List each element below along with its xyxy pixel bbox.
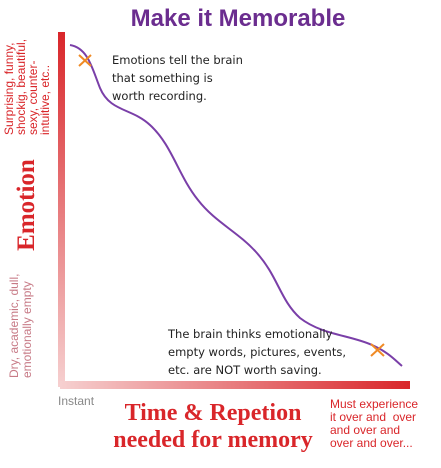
memory-curve	[69, 44, 403, 367]
annotation-line: Emotions tell the brain	[112, 53, 243, 67]
note-line: intuitive, etc..	[38, 65, 52, 135]
x-low-note: Instant	[58, 394, 95, 408]
annotation-line: worth recording.	[112, 89, 207, 103]
x-axis-bar	[60, 381, 410, 389]
annotation-line: The brain thinks emotionally	[167, 327, 333, 341]
x-axis-label: needed for memory	[113, 427, 313, 453]
annotation-line: etc. are NOT worth saving.	[168, 363, 322, 377]
note-line: over and over...	[330, 436, 413, 450]
note-line: Must experience	[330, 397, 418, 411]
marker	[78, 54, 92, 67]
note-line: Surprising, funny,	[2, 43, 16, 136]
marker	[370, 343, 385, 357]
y-high-note: Surprising, funny, shockig, beautiful, s…	[2, 39, 52, 135]
note-line: shockig, beautiful,	[14, 39, 28, 135]
note-line: sexy, counter-	[26, 61, 40, 135]
y-axis-label-group: Emotion	[13, 159, 40, 251]
annotation-line: empty words, pictures, events,	[168, 345, 346, 359]
x-axis-label: Time & Repetion	[125, 400, 302, 426]
y-low-note: Dry, academic, dull, emotionally empty	[7, 274, 34, 378]
annotation-line: that something is	[112, 71, 213, 85]
note-line: and over and	[330, 423, 400, 437]
title: Make it Memorable	[131, 5, 346, 32]
y-axis-bar	[58, 32, 65, 387]
note-line: Dry, academic, dull,	[7, 274, 21, 378]
y-axis-label: Emotion	[13, 159, 40, 251]
note-line: emotionally empty	[20, 281, 34, 378]
note-line: it over and over	[330, 410, 416, 424]
